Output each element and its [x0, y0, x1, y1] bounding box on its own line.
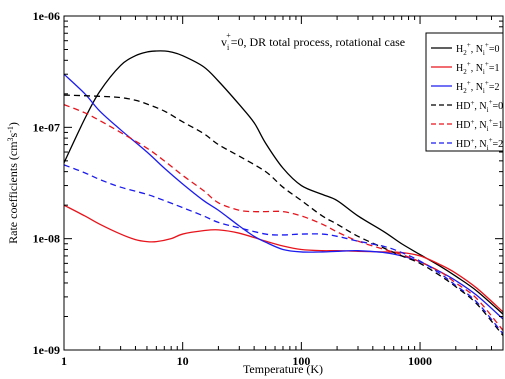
plot-frame — [63, 15, 504, 351]
legend-label: H2+, Ni+=1 — [456, 60, 499, 76]
x-tick-label: 10 — [177, 354, 189, 368]
legend-label: HD+, Ni+=2 — [456, 136, 503, 152]
y-tick-label: 1e-07 — [33, 120, 60, 134]
series-line-3 — [63, 94, 504, 336]
legend-label: HD+, Ni+=0 — [456, 98, 503, 114]
x-tick-label: 1000 — [408, 354, 432, 368]
series-line-0 — [63, 50, 504, 315]
y-tick-label: 1e-09 — [33, 343, 60, 357]
legend-label: HD+, Ni+=1 — [456, 117, 503, 133]
series-layer — [63, 50, 504, 336]
y-tick-label: 1e-08 — [33, 232, 60, 246]
x-tick-label: 100 — [292, 354, 310, 368]
x-tick-label: 1 — [61, 354, 67, 368]
x-axis-title: Temperature (K) — [243, 362, 323, 376]
y-axis-title: Rate coefficients (cm3s-1) — [6, 122, 20, 244]
legend: H2+, Ni+=0 H2+, Ni+=1 H2+, Ni+=2 HD+, Ni+=0… — [425, 32, 504, 152]
series-line-5 — [63, 164, 504, 335]
legend-box — [425, 32, 504, 152]
chart-annotation: vi+=0, DR total process, rotational case — [221, 31, 405, 52]
series-line-1 — [63, 204, 504, 313]
legend-label: H2+, Ni+=2 — [456, 79, 499, 95]
y-tick-label: 1e-06 — [33, 9, 60, 23]
legend-label: H2+, Ni+=0 — [456, 41, 499, 57]
series-line-4 — [63, 104, 504, 331]
